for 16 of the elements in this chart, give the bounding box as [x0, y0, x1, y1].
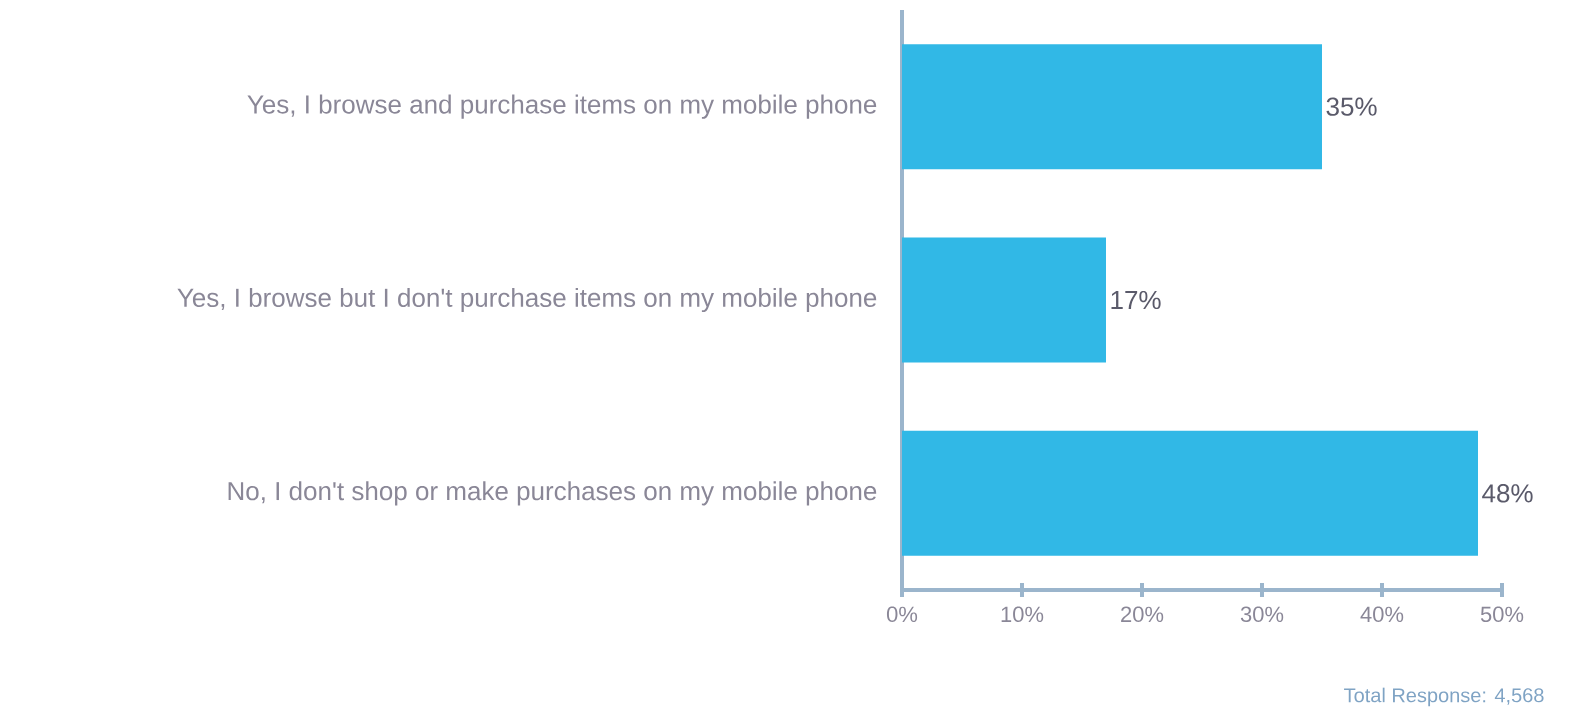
- x-tick-label: 30%: [1240, 606, 1284, 623]
- data-label: 17%: [1111, 290, 1161, 310]
- text: Total Response: 4,568: [1344, 687, 1544, 707]
- x-tick-label: 40%: [1360, 606, 1404, 623]
- x-tick-label: 0%: [886, 606, 918, 623]
- data-label: 48%: [1482, 484, 1533, 503]
- bar: [902, 237, 1106, 363]
- bar: [902, 430, 1478, 556]
- y-tick-label: Yes, I browse and purchase items on my mobile phone: [247, 94, 877, 119]
- data-label: 35%: [1326, 97, 1377, 116]
- x-tick-label: 50%: [1480, 606, 1524, 623]
- y-tick-label: No, I don't shop or make purchases on my mobile phone: [228, 481, 877, 506]
- x-tick-label: 20%: [1121, 606, 1164, 623]
- y-tick-label: Yes, I browse but I don't purchase items on my mobile phone: [177, 287, 877, 313]
- x-tick-label: 10%: [1001, 606, 1044, 623]
- bar: [902, 44, 1322, 170]
